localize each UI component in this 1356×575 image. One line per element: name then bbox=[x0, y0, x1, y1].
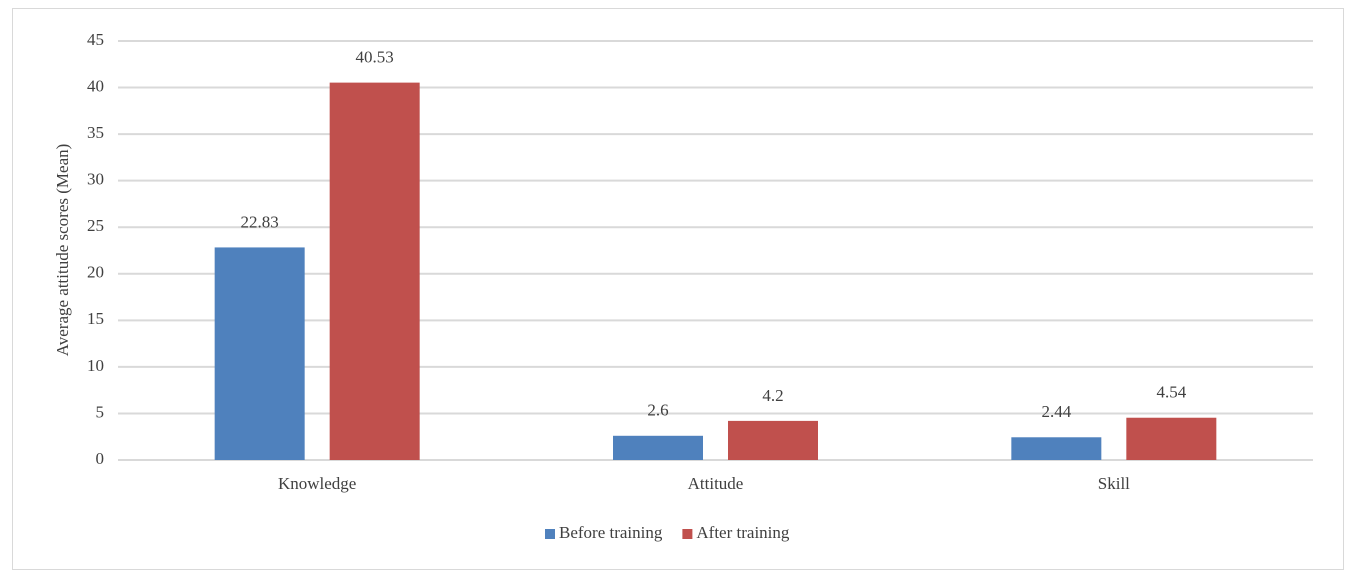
data-label: 40.53 bbox=[356, 48, 394, 67]
bar bbox=[1011, 437, 1102, 460]
legend-label: After training bbox=[696, 523, 789, 542]
y-tick-label: 45 bbox=[87, 30, 104, 49]
data-label: 4.54 bbox=[1156, 383, 1186, 402]
y-axis-title: Average attitude scores (Mean) bbox=[53, 144, 72, 357]
data-label: 4.2 bbox=[762, 386, 783, 405]
x-tick-label: Attitude bbox=[688, 474, 744, 493]
bar bbox=[613, 435, 703, 460]
x-tick-label: Knowledge bbox=[278, 474, 356, 493]
chart-border bbox=[12, 8, 1344, 570]
y-tick-label: 10 bbox=[87, 356, 104, 375]
legend-swatch bbox=[682, 529, 693, 539]
y-tick-label: 40 bbox=[87, 76, 104, 95]
legend-swatch bbox=[545, 529, 555, 539]
y-tick-label: 20 bbox=[87, 263, 104, 282]
bar bbox=[214, 247, 305, 460]
data-label: 2.6 bbox=[647, 401, 668, 420]
y-tick-label: 35 bbox=[87, 123, 104, 142]
y-tick-label: 0 bbox=[96, 449, 105, 468]
legend-label: Before training bbox=[559, 523, 663, 542]
data-label: 2.44 bbox=[1041, 402, 1071, 421]
y-tick-label: 30 bbox=[87, 170, 104, 189]
bar bbox=[1126, 417, 1217, 460]
y-tick-label: 25 bbox=[87, 216, 104, 235]
bar bbox=[329, 82, 420, 460]
y-tick-label: 15 bbox=[87, 309, 104, 328]
x-tick-label: Skill bbox=[1098, 474, 1130, 493]
y-tick-label: 5 bbox=[96, 402, 105, 421]
data-label: 22.83 bbox=[241, 212, 279, 231]
bar bbox=[728, 420, 818, 460]
